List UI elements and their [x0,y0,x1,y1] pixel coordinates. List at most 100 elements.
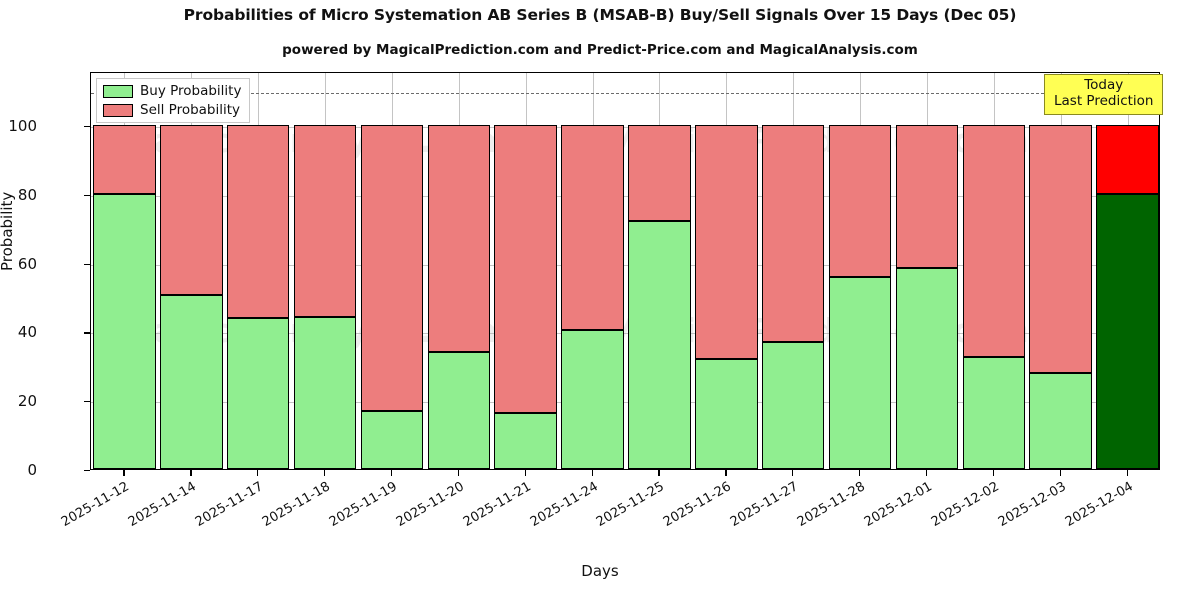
x-tick-label: 2025-11-24 [527,479,601,530]
bar-group[interactable] [1096,71,1159,469]
x-tick-label: 2025-11-28 [794,479,868,530]
x-tick-label: 2025-12-02 [928,479,1002,530]
bar-segment-buy[interactable] [695,358,758,469]
x-tick-mark [123,470,125,476]
bar-segment-buy[interactable] [628,221,691,469]
x-tick-mark [925,470,928,476]
bar-segment-buy[interactable] [828,277,892,469]
bar-group[interactable] [895,71,959,469]
y-tick-label: 100 [8,117,37,135]
bar-segment-buy[interactable] [226,318,290,469]
bar-group[interactable] [494,71,557,469]
bar-group[interactable] [962,71,1026,469]
bar-segment-sell[interactable] [494,125,557,414]
bar-group[interactable] [160,71,223,469]
x-tick-mark [1126,470,1128,476]
bar-group[interactable] [226,71,290,469]
y-tick-label: 80 [17,185,37,204]
bar-segment-sell[interactable] [761,125,825,343]
bar-segment-sell[interactable] [427,125,491,353]
bar-segment-sell[interactable] [226,125,290,319]
bar-group[interactable] [360,71,424,469]
bar-segment-buy[interactable] [494,413,557,469]
bar-segment-buy[interactable] [360,410,424,469]
legend-swatch-buy [103,84,133,98]
bar-segment-buy[interactable] [160,294,223,469]
bar-segment-sell[interactable] [895,125,959,269]
y-tick-mark [84,263,90,265]
bar-segment-sell[interactable] [828,125,892,278]
bars-layer [91,73,1159,469]
x-tick-label: 2025-11-14 [126,479,200,530]
bar-segment-buy[interactable] [761,342,825,469]
bar-segment-buy[interactable] [293,317,357,469]
bar-segment-sell[interactable] [628,125,691,222]
today-annotation-line1: Today [1084,77,1124,93]
bar-segment-sell[interactable] [1029,125,1092,374]
y-tick-mark [84,470,90,472]
bar-group[interactable] [427,71,491,469]
bar-segment-sell[interactable] [695,125,758,359]
today-annotation: Today Last Prediction [1044,74,1164,115]
bar-segment-sell[interactable] [561,125,624,331]
bar-segment-sell[interactable] [93,125,156,194]
bar-group[interactable] [761,71,825,469]
bar-segment-sell[interactable] [962,125,1026,357]
x-tick-mark [257,470,259,476]
today-annotation-line2: Last Prediction [1054,92,1154,109]
legend-item-buy: Buy Probability [103,83,241,99]
chart-subtitle: powered by MagicalPrediction.com and Pre… [282,42,918,58]
legend-item-sell: Sell Probability [103,102,241,118]
x-tick-label: 2025-12-04 [1062,479,1136,530]
bar-segment-buy[interactable] [895,268,959,469]
y-tick-mark [84,401,90,403]
bar-segment-sell[interactable] [1096,125,1159,194]
bar-group[interactable] [293,71,357,469]
bar-segment-sell[interactable] [160,125,223,295]
x-tick-mark [457,470,460,476]
plot-area: MagicalAnalysis.comMagicalPrediction.com… [90,72,1160,470]
bar-group[interactable] [1029,71,1092,469]
y-axis-title: Probability [0,191,16,271]
bar-segment-buy[interactable] [1096,193,1159,469]
x-tick-label: 2025-11-27 [728,479,802,530]
legend-swatch-sell [103,103,133,117]
y-tick-label: 40 [17,323,37,342]
y-tick-label: 0 [27,461,37,479]
x-tick-mark [725,470,727,476]
y-tick-mark [84,194,90,197]
x-axis-title: Days [581,562,619,580]
x-tick-mark [1059,470,1061,476]
bar-segment-sell[interactable] [293,125,357,318]
x-tick-mark [324,470,326,476]
bar-segment-buy[interactable] [561,330,624,469]
x-tick-mark [591,470,593,476]
y-tick-label: 60 [17,254,37,273]
bar-segment-buy[interactable] [427,352,491,469]
x-tick-mark [524,470,526,476]
x-tick-label: 2025-11-20 [393,479,467,530]
bar-segment-buy[interactable] [1029,373,1092,469]
x-tick-label: 2025-12-01 [861,479,935,530]
x-tick-mark [992,470,995,476]
bar-group[interactable] [828,71,892,469]
legend-label-sell: Sell Probability [140,102,241,118]
y-tick-label: 20 [17,392,37,411]
y-tick-mark [84,332,90,334]
x-tick-label: 2025-11-12 [59,479,133,530]
bar-group[interactable] [93,71,156,469]
x-tick-label: 2025-11-21 [460,479,534,530]
bar-segment-buy[interactable] [93,193,156,469]
y-tick-mark [84,126,90,128]
threshold-line [91,92,1159,94]
bar-group[interactable] [561,71,624,469]
x-tick-label: 2025-11-18 [259,479,333,530]
x-tick-mark [190,470,192,476]
bar-segment-sell[interactable] [360,125,424,411]
bar-group[interactable] [628,71,691,469]
legend-label-buy: Buy Probability [140,83,242,99]
bar-segment-buy[interactable] [962,356,1026,469]
bar-group[interactable] [695,71,758,469]
x-tick-mark [859,470,861,476]
